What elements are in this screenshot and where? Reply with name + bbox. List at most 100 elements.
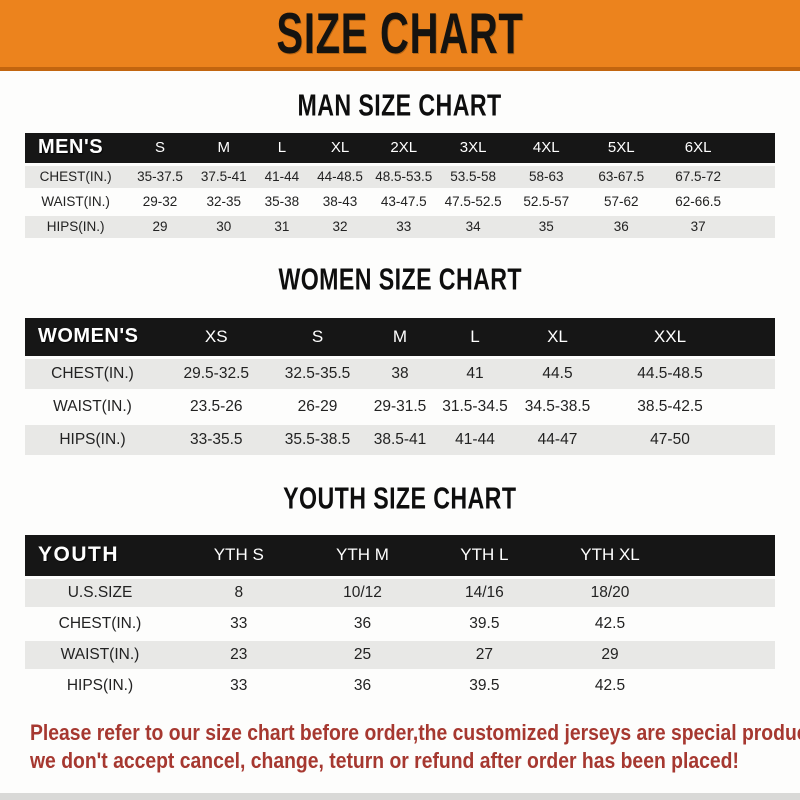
row-label: HIPS(IN.) (25, 423, 160, 458)
table-cell: 29 (126, 214, 194, 241)
page-title: SIZE CHART (276, 1, 524, 66)
size-chart-section: MAN SIZE CHART MEN'S S M L XL 2XL 3XL 4XL 5XL 6XL C… (0, 89, 800, 241)
table-cell: 38-43 (310, 189, 370, 216)
table-category-label: WOMEN'S (25, 317, 160, 359)
size-table: WOMEN'S XS S M L XL XXL CHEST(IN.) 29.5-32.5 32.5… (25, 317, 775, 458)
table-cell: 34 (437, 214, 509, 241)
table-cell: 32 (310, 214, 370, 241)
table-cell: 14/16 (422, 577, 547, 610)
section-title-text: MAN SIZE CHART (297, 89, 503, 123)
filler-cell (673, 577, 775, 610)
table-cell: 39.5 (422, 608, 547, 641)
size-column-header: YTH L (422, 535, 547, 579)
table-cell: 35.5-38.5 (272, 423, 363, 458)
row-label: WAIST(IN.) (25, 390, 160, 425)
size-chart-sections: MAN SIZE CHART MEN'S S M L XL 2XL 3XL 4XL 5XL 6XL C… (0, 89, 800, 703)
table-row: WAIST(IN.) 23.5-26 26-29 29-31.5 31.5-34.5 34… (25, 390, 775, 425)
size-column-header: 3XL (437, 133, 509, 166)
table-cell: 36 (583, 214, 659, 241)
size-column-header: XXL (602, 317, 738, 359)
table-cell: 41-44 (253, 164, 310, 191)
table-cell: 29.5-32.5 (160, 357, 273, 392)
size-column-header: XL (512, 317, 603, 359)
filler-cell (737, 357, 775, 392)
table-cell: 31 (253, 214, 310, 241)
table-cell: 33-35.5 (160, 423, 273, 458)
table-body: CHEST(IN.) 29.5-32.5 32.5-35.5 38 41 44.5 44.5… (25, 357, 775, 458)
table-cell: 62-66.5 (658, 189, 738, 216)
header-row: YOUTH YTH S YTH M YTH L YTH XL (25, 535, 775, 579)
table-cell: 33 (175, 670, 303, 703)
size-column-header: S (272, 317, 363, 359)
table-row: WAIST(IN.) 29-32 32-35 35-38 38-43 43-47.5 47.… (25, 189, 775, 216)
section-title: WOMEN SIZE CHART (0, 262, 800, 297)
table-cell: 52.5-57 (508, 189, 584, 216)
header-row: MEN'S S M L XL 2XL 3XL 4XL 5XL 6XL (25, 133, 775, 166)
size-column-header: XS (160, 317, 273, 359)
size-column-header: 4XL (508, 133, 584, 166)
section-title-text: WOMEN SIZE CHART (278, 262, 522, 297)
disclaimer: Please refer to our size chart before or… (30, 719, 800, 775)
table-row: HIPS(IN.) 29 30 31 32 33 34 35 36 37 (25, 214, 775, 241)
table-body: CHEST(IN.) 35-37.5 37.5-41 41-44 44-48.5 48.5… (25, 164, 775, 241)
section-title-text: YOUTH SIZE CHART (283, 482, 517, 516)
row-label: CHEST(IN.) (25, 357, 160, 392)
table-category-label: MEN'S (25, 133, 127, 166)
table-cell: 36 (302, 608, 423, 641)
size-column-header: M (193, 133, 254, 166)
size-table: YOUTH YTH S YTH M YTH L YTH XL U.S.SIZE 8 10/12… (25, 535, 775, 703)
table-cell: 35 (508, 214, 584, 241)
row-label: HIPS(IN.) (25, 214, 127, 241)
table-row: CHEST(IN.) 29.5-32.5 32.5-35.5 38 41 44.5 44.5… (25, 357, 775, 392)
table-cell: 67.5-72 (658, 164, 738, 191)
filler-cell (673, 608, 775, 641)
table-cell: 38.5-42.5 (602, 390, 738, 425)
row-label: WAIST(IN.) (25, 189, 127, 216)
row-label: WAIST(IN.) (25, 639, 175, 672)
size-chart-section: YOUTH SIZE CHART YOUTH YTH S YTH M YTH L YTH … (0, 482, 800, 703)
table-cell: 53.5-58 (437, 164, 509, 191)
table-cell: 47.5-52.5 (437, 189, 509, 216)
table-cell: 44.5 (512, 357, 603, 392)
section-title: YOUTH SIZE CHART (0, 482, 800, 516)
table-row: HIPS(IN.) 33 36 39.5 42.5 (25, 670, 775, 703)
table-row: WAIST(IN.) 23 25 27 29 (25, 639, 775, 672)
table-cell: 57-62 (583, 189, 659, 216)
table-cell: 23 (175, 639, 303, 672)
table-cell: 29-31.5 (362, 390, 438, 425)
size-column-header: M (362, 317, 438, 359)
table-cell: 42.5 (546, 608, 674, 641)
size-column-header: L (437, 317, 513, 359)
table-body: U.S.SIZE 8 10/12 14/16 18/20 CHEST(IN.) 33 36 39… (25, 577, 775, 703)
filler-cell (737, 423, 775, 458)
table-cell: 47-50 (602, 423, 738, 458)
table-cell: 35-37.5 (126, 164, 194, 191)
filler-cell (673, 670, 775, 703)
table-cell: 42.5 (546, 670, 674, 703)
size-column-header: L (253, 133, 310, 166)
size-column-header: S (126, 133, 194, 166)
table-cell: 33 (175, 608, 303, 641)
table-cell: 23.5-26 (160, 390, 273, 425)
size-column-header: YTH M (302, 535, 423, 579)
size-column-header: YTH XL (546, 535, 674, 579)
disclaimer-line-1: Please refer to our size chart before or… (30, 719, 800, 745)
table-cell: 41 (437, 357, 513, 392)
filler-cell (737, 317, 775, 359)
filler-cell (737, 214, 775, 241)
table-cell: 18/20 (546, 577, 674, 610)
table-category-label: YOUTH (25, 535, 175, 579)
table-cell: 44.5-48.5 (602, 357, 738, 392)
table-cell: 58-63 (508, 164, 584, 191)
table-cell: 29 (546, 639, 674, 672)
table-cell: 33 (370, 214, 438, 241)
table-cell: 44-47 (512, 423, 603, 458)
table-cell: 29-32 (126, 189, 194, 216)
filler-cell (673, 535, 775, 579)
table-cell: 32-35 (193, 189, 254, 216)
table-cell: 37.5-41 (193, 164, 254, 191)
table-header: MEN'S S M L XL 2XL 3XL 4XL 5XL 6XL (25, 133, 775, 166)
filler-cell (737, 189, 775, 216)
size-column-header: XL (310, 133, 370, 166)
